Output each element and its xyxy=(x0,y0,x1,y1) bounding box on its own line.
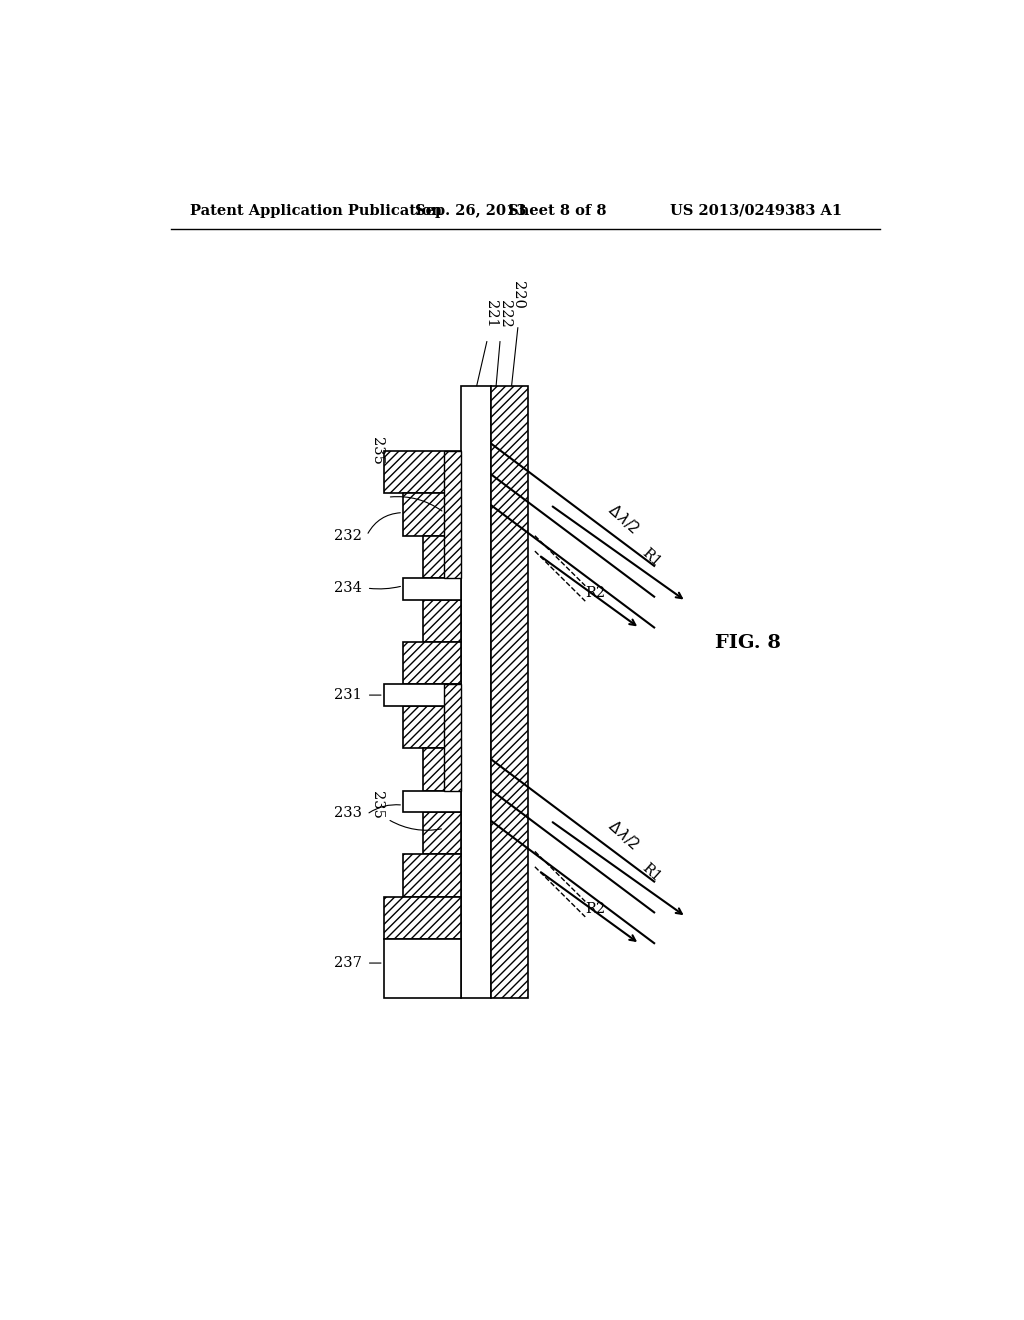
Bar xyxy=(423,748,461,791)
Text: 232: 232 xyxy=(334,529,362,543)
Bar xyxy=(384,451,461,494)
Text: $\Delta\,\lambda/2$: $\Delta\,\lambda/2$ xyxy=(604,816,642,853)
Text: FIG. 8: FIG. 8 xyxy=(715,635,781,652)
Bar xyxy=(384,684,461,706)
Bar xyxy=(444,684,461,791)
Text: 222: 222 xyxy=(499,300,512,327)
Bar xyxy=(403,494,461,536)
Text: 231: 231 xyxy=(334,688,362,702)
Bar xyxy=(403,706,461,748)
Text: 237: 237 xyxy=(334,956,362,970)
Bar xyxy=(423,536,461,578)
Bar xyxy=(403,706,461,748)
Text: 235: 235 xyxy=(370,791,384,820)
Bar xyxy=(384,896,461,940)
Text: 234: 234 xyxy=(334,581,362,595)
Bar xyxy=(423,812,461,854)
Bar xyxy=(444,684,461,791)
Bar xyxy=(423,599,461,642)
Text: Sep. 26, 2013: Sep. 26, 2013 xyxy=(415,203,526,218)
Bar xyxy=(403,791,461,812)
Bar xyxy=(444,451,461,578)
Text: 221: 221 xyxy=(483,300,498,327)
Bar xyxy=(423,812,461,854)
Bar xyxy=(403,642,461,684)
Text: 220: 220 xyxy=(511,281,525,309)
Bar xyxy=(423,599,461,642)
Text: Patent Application Publication: Patent Application Publication xyxy=(190,203,442,218)
Text: US 2013/0249383 A1: US 2013/0249383 A1 xyxy=(671,203,843,218)
Text: 233: 233 xyxy=(334,807,362,820)
Bar xyxy=(403,854,461,896)
Bar xyxy=(423,748,461,791)
Text: R1: R1 xyxy=(640,861,664,884)
Text: R2: R2 xyxy=(586,902,605,916)
Text: $\Delta\,\lambda/2$: $\Delta\,\lambda/2$ xyxy=(604,500,642,537)
Text: R1: R1 xyxy=(640,545,664,569)
Bar xyxy=(423,536,461,578)
Bar xyxy=(403,642,461,684)
Bar xyxy=(461,385,490,998)
Bar xyxy=(384,896,461,940)
Bar xyxy=(490,385,528,998)
Bar xyxy=(490,385,528,998)
Text: R2: R2 xyxy=(586,586,605,601)
Bar xyxy=(444,451,461,578)
Text: 235: 235 xyxy=(370,437,384,465)
Bar xyxy=(403,494,461,536)
Text: Sheet 8 of 8: Sheet 8 of 8 xyxy=(508,203,606,218)
Bar xyxy=(384,940,461,998)
Bar xyxy=(403,854,461,896)
Bar xyxy=(403,578,461,599)
Bar xyxy=(384,451,461,494)
